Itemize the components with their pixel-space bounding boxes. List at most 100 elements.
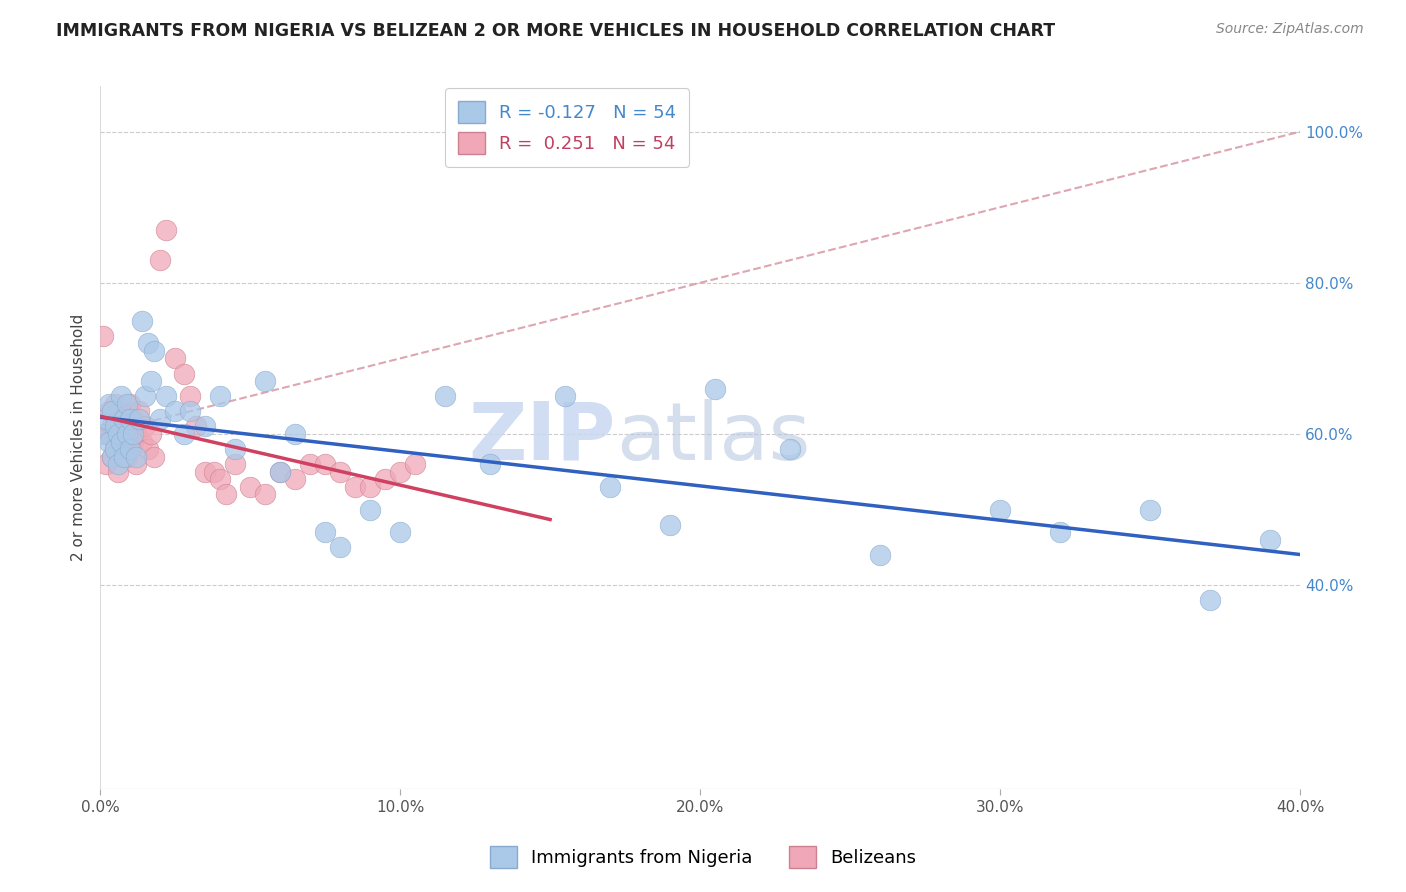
Point xyxy=(107,412,129,426)
Point xyxy=(299,457,322,471)
Point xyxy=(155,223,177,237)
Point xyxy=(94,412,117,426)
Point xyxy=(122,412,145,426)
Point xyxy=(98,404,121,418)
Point xyxy=(125,427,148,442)
Point xyxy=(143,450,166,464)
Text: IMMIGRANTS FROM NIGERIA VS BELIZEAN 2 OR MORE VEHICLES IN HOUSEHOLD CORRELATION : IMMIGRANTS FROM NIGERIA VS BELIZEAN 2 OR… xyxy=(56,22,1056,40)
Point xyxy=(359,502,381,516)
Point xyxy=(194,465,217,479)
Point xyxy=(110,434,132,449)
Point xyxy=(128,404,150,418)
Point xyxy=(134,419,156,434)
Point xyxy=(329,541,352,555)
Point xyxy=(165,351,187,366)
Point xyxy=(173,367,195,381)
Text: Source: ZipAtlas.com: Source: ZipAtlas.com xyxy=(1216,22,1364,37)
Point xyxy=(1199,593,1222,607)
Point xyxy=(269,465,291,479)
Point xyxy=(479,457,502,471)
Point xyxy=(107,457,129,471)
Point xyxy=(1139,502,1161,516)
Point xyxy=(659,517,682,532)
Point xyxy=(239,480,262,494)
Text: atlas: atlas xyxy=(616,399,810,476)
Point xyxy=(149,412,172,426)
Point xyxy=(112,442,135,456)
Point xyxy=(704,382,727,396)
Point xyxy=(91,328,114,343)
Point xyxy=(554,389,576,403)
Point xyxy=(139,427,162,442)
Point xyxy=(434,389,457,403)
Point xyxy=(284,472,307,486)
Point xyxy=(599,480,621,494)
Point xyxy=(120,442,142,456)
Point xyxy=(104,427,127,442)
Point xyxy=(1049,525,1071,540)
Point xyxy=(104,397,127,411)
Point xyxy=(115,427,138,442)
Point xyxy=(122,434,145,449)
Point xyxy=(136,442,159,456)
Text: ZIP: ZIP xyxy=(468,399,616,476)
Point xyxy=(404,457,426,471)
Point xyxy=(134,389,156,403)
Point xyxy=(194,419,217,434)
Point xyxy=(120,397,142,411)
Point xyxy=(112,412,135,426)
Point xyxy=(120,419,142,434)
Point xyxy=(329,465,352,479)
Point xyxy=(101,450,124,464)
Point xyxy=(94,427,117,442)
Point xyxy=(165,404,187,418)
Point xyxy=(224,457,246,471)
Point xyxy=(110,434,132,449)
Point xyxy=(104,442,127,456)
Point xyxy=(136,336,159,351)
Point xyxy=(98,427,121,442)
Point xyxy=(209,472,232,486)
Point xyxy=(94,457,117,471)
Point xyxy=(110,427,132,442)
Point xyxy=(179,404,201,418)
Point xyxy=(143,343,166,358)
Point xyxy=(112,450,135,464)
Point xyxy=(104,442,127,456)
Point xyxy=(314,525,336,540)
Point xyxy=(284,427,307,442)
Point xyxy=(209,389,232,403)
Point xyxy=(115,450,138,464)
Legend: Immigrants from Nigeria, Belizeans: Immigrants from Nigeria, Belizeans xyxy=(479,835,927,879)
Point xyxy=(374,472,396,486)
Point xyxy=(107,465,129,479)
Point xyxy=(101,419,124,434)
Point xyxy=(314,457,336,471)
Point xyxy=(1258,533,1281,547)
Point xyxy=(125,457,148,471)
Point xyxy=(359,480,381,494)
Point xyxy=(155,389,177,403)
Point xyxy=(269,465,291,479)
Point xyxy=(101,404,124,418)
Point xyxy=(202,465,225,479)
Point xyxy=(869,548,891,562)
Point xyxy=(224,442,246,456)
Y-axis label: 2 or more Vehicles in Household: 2 or more Vehicles in Household xyxy=(72,314,86,561)
Point xyxy=(215,487,238,501)
Point xyxy=(131,313,153,327)
Point xyxy=(128,412,150,426)
Point xyxy=(179,389,201,403)
Point xyxy=(779,442,801,456)
Point xyxy=(101,450,124,464)
Point xyxy=(110,389,132,403)
Point xyxy=(131,434,153,449)
Point xyxy=(91,427,114,442)
Legend: R = -0.127   N = 54, R =  0.251   N = 54: R = -0.127 N = 54, R = 0.251 N = 54 xyxy=(446,88,689,167)
Point xyxy=(110,404,132,418)
Point xyxy=(389,525,412,540)
Point xyxy=(104,419,127,434)
Point xyxy=(120,412,142,426)
Point xyxy=(98,397,121,411)
Point xyxy=(149,253,172,268)
